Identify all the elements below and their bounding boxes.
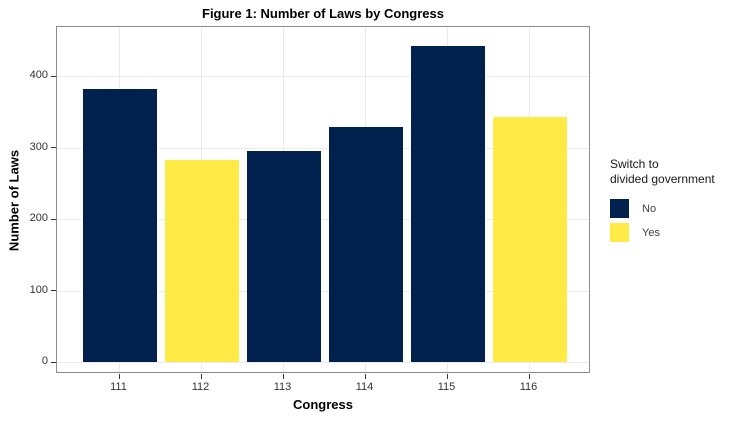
x-tick-label-111: 111 [110,381,127,393]
h-gridline-0 [57,362,589,363]
bar-congress-114 [328,127,403,363]
y-tick-label-200: 200 [29,212,48,224]
x-tick-mark-111 [118,374,120,379]
bar-congress-113 [246,150,321,363]
x-tick-label-113: 113 [273,381,292,393]
x-tick-mark-114 [364,374,366,379]
x-tick-mark-115 [446,374,448,379]
chart-title: Figure 1: Number of Laws by Congress [202,6,444,21]
plot-panel [56,26,590,373]
legend-title: Switch to divided government [610,157,752,187]
x-axis-title: Congress [293,397,353,412]
bar-congress-112 [164,160,239,363]
h-gridline-100 [57,290,589,292]
legend-title-line-1: Switch to [610,157,659,171]
h-gridline-400 [57,76,589,77]
x-tick-label-116: 116 [519,381,538,393]
x-tick-mark-113 [282,374,284,379]
y-tick-mark-400 [51,75,56,77]
legend-swatch-no [610,199,629,218]
h-gridline-200 [57,219,589,220]
y-tick-mark-200 [51,218,56,220]
x-tick-mark-112 [200,374,202,379]
y-tick-label-400: 400 [29,69,48,81]
legend-label-no: No [642,202,657,215]
bar-congress-116 [492,116,567,363]
y-tick-mark-0 [51,361,56,363]
legend-entry-no: No [610,199,752,218]
h-gridline-300 [57,147,589,149]
x-tick-label-115: 115 [437,381,456,393]
legend-swatch-yes [610,223,629,242]
bar-congress-115 [410,46,485,363]
legend-title-line-2: divided government [610,172,715,186]
legend-entries: No Yes [610,199,752,242]
x-tick-label-112: 112 [191,381,210,393]
legend: Switch to divided government No Yes [610,157,752,247]
y-tick-label-100: 100 [29,283,48,296]
x-tick-label-114: 114 [355,381,374,393]
y-tick-mark-300 [51,147,56,148]
y-tick-label-0: 0 [41,355,48,367]
x-tick-mark-116 [528,374,530,379]
y-tick-label-300: 300 [29,140,48,153]
legend-entry-yes: Yes [610,223,752,242]
legend-label-yes: Yes [642,226,660,239]
bar-congress-111 [82,88,157,363]
y-tick-mark-100 [51,290,56,291]
